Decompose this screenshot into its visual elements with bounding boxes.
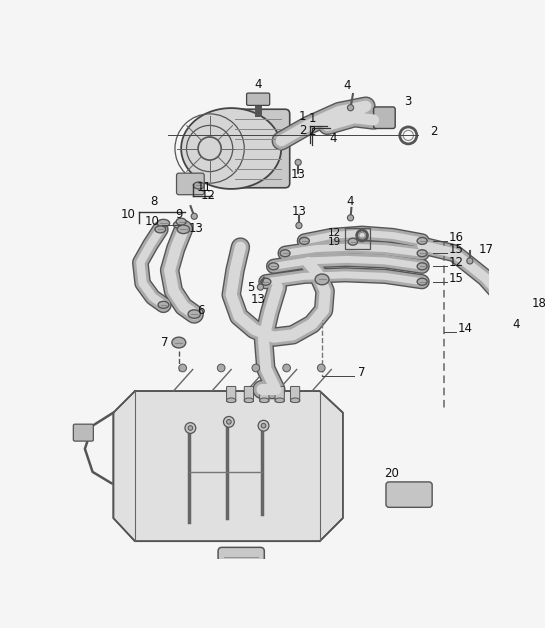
Text: 14: 14 — [458, 322, 473, 335]
Ellipse shape — [158, 301, 169, 308]
Ellipse shape — [193, 182, 204, 189]
Circle shape — [191, 213, 197, 219]
Text: 13: 13 — [292, 205, 306, 218]
Circle shape — [258, 420, 269, 431]
Ellipse shape — [172, 337, 186, 348]
Text: 13: 13 — [290, 168, 306, 181]
Ellipse shape — [259, 398, 269, 403]
Text: 7: 7 — [358, 365, 366, 379]
Ellipse shape — [417, 237, 427, 244]
Text: 12: 12 — [449, 256, 463, 269]
Ellipse shape — [299, 237, 310, 244]
Polygon shape — [113, 391, 343, 541]
Text: 4: 4 — [329, 133, 337, 145]
FancyBboxPatch shape — [227, 386, 236, 402]
Circle shape — [257, 284, 264, 290]
Text: 10: 10 — [121, 208, 136, 221]
Text: 13: 13 — [189, 222, 204, 235]
Text: 4: 4 — [347, 195, 354, 208]
FancyBboxPatch shape — [74, 424, 93, 441]
Circle shape — [296, 222, 302, 229]
Ellipse shape — [220, 588, 262, 604]
Text: 4: 4 — [512, 318, 520, 331]
Text: 16: 16 — [449, 231, 463, 244]
Ellipse shape — [227, 398, 236, 403]
Text: 12: 12 — [328, 227, 341, 237]
Circle shape — [504, 310, 510, 316]
Ellipse shape — [158, 219, 169, 227]
Ellipse shape — [176, 218, 186, 225]
Circle shape — [283, 364, 290, 372]
Ellipse shape — [417, 278, 427, 285]
Ellipse shape — [181, 108, 281, 189]
Ellipse shape — [315, 274, 329, 285]
Text: 15: 15 — [449, 272, 463, 284]
FancyBboxPatch shape — [177, 173, 204, 195]
FancyBboxPatch shape — [219, 109, 290, 188]
Circle shape — [185, 423, 196, 433]
Text: 18: 18 — [531, 297, 545, 310]
Ellipse shape — [177, 225, 190, 234]
Text: 4: 4 — [343, 79, 350, 92]
FancyBboxPatch shape — [386, 482, 432, 507]
Ellipse shape — [417, 250, 427, 257]
FancyBboxPatch shape — [275, 386, 284, 402]
Text: 5: 5 — [247, 281, 254, 294]
Text: 2: 2 — [308, 126, 316, 138]
Text: 11: 11 — [197, 181, 211, 194]
Circle shape — [261, 423, 266, 428]
Text: 10: 10 — [145, 215, 160, 228]
Ellipse shape — [290, 398, 300, 403]
Text: 6: 6 — [197, 304, 205, 317]
Ellipse shape — [155, 226, 166, 233]
Ellipse shape — [417, 263, 427, 270]
Text: 20: 20 — [384, 467, 399, 480]
Text: 2: 2 — [299, 124, 307, 137]
Circle shape — [217, 364, 225, 372]
Text: 3: 3 — [404, 95, 412, 107]
FancyBboxPatch shape — [218, 548, 264, 597]
Circle shape — [252, 364, 259, 372]
Ellipse shape — [275, 398, 284, 403]
Text: 2: 2 — [430, 126, 437, 138]
Text: 8: 8 — [150, 195, 158, 208]
Circle shape — [317, 364, 325, 372]
Text: 1: 1 — [308, 112, 316, 124]
Ellipse shape — [522, 318, 534, 327]
Text: 12: 12 — [201, 188, 215, 202]
Ellipse shape — [188, 310, 201, 318]
Ellipse shape — [269, 263, 278, 270]
FancyBboxPatch shape — [246, 93, 270, 106]
Circle shape — [223, 416, 234, 427]
FancyBboxPatch shape — [290, 386, 300, 402]
Circle shape — [295, 160, 301, 165]
Ellipse shape — [261, 278, 271, 285]
Circle shape — [179, 364, 186, 372]
Circle shape — [227, 420, 231, 424]
FancyBboxPatch shape — [374, 107, 395, 129]
Ellipse shape — [244, 398, 253, 403]
Circle shape — [348, 215, 354, 221]
FancyBboxPatch shape — [259, 386, 269, 402]
Text: 13: 13 — [251, 293, 265, 305]
FancyBboxPatch shape — [244, 386, 253, 402]
Ellipse shape — [280, 250, 290, 257]
Ellipse shape — [173, 221, 184, 228]
Text: 15: 15 — [449, 243, 463, 256]
Text: 19: 19 — [328, 237, 341, 247]
Circle shape — [348, 105, 354, 111]
Text: 9: 9 — [175, 208, 183, 221]
Ellipse shape — [348, 238, 358, 245]
Text: 17: 17 — [479, 243, 494, 256]
Text: 7: 7 — [161, 335, 168, 349]
Text: 4: 4 — [255, 78, 262, 92]
Circle shape — [188, 426, 193, 430]
Text: 1: 1 — [299, 110, 307, 123]
Circle shape — [467, 258, 473, 264]
